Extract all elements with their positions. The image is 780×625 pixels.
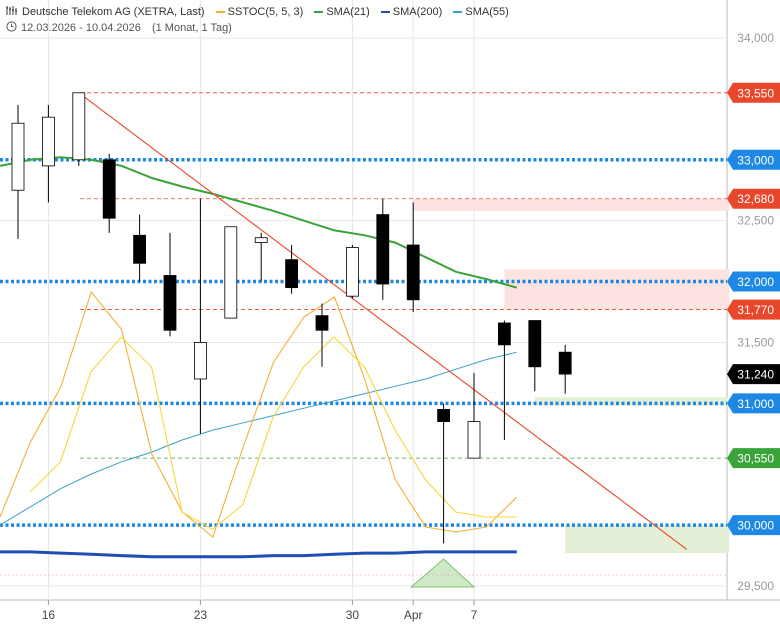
candle-body — [42, 116, 55, 167]
chart-legend: Deutsche Telekom AG (XETRA, Last) SSTOC(… — [6, 5, 509, 19]
level-label: 33,000 — [737, 153, 774, 167]
level-label-box — [727, 448, 780, 469]
legend-sstoc-label: SSTOC(5, 5, 3) — [227, 5, 304, 18]
legend-sma200-label: SMA(200) — [392, 5, 443, 18]
y-tick-label: 34,000 — [737, 31, 774, 45]
candle — [72, 92, 86, 166]
candle-body — [285, 259, 299, 289]
level-label: 33,550 — [737, 86, 774, 100]
x-tick-label: Apr — [404, 608, 423, 622]
sma200-line — [0, 550, 517, 559]
candle-body — [254, 237, 268, 243]
candle-body — [376, 214, 390, 285]
candle-body — [558, 351, 572, 375]
level-label: 30,000 — [737, 519, 774, 533]
candle — [133, 214, 147, 282]
legend-sma21-swatch — [314, 11, 324, 13]
level-label: 32,680 — [737, 192, 774, 206]
candle — [437, 403, 451, 544]
y-tick-label: 31,500 — [737, 335, 774, 349]
period-interval: (1 Monat, 1 Tag) — [151, 21, 232, 34]
sma21-line — [0, 156, 518, 289]
period-info: 12.03.2026 - 10.04.2026 (1 Monat, 1 Tag) — [6, 21, 232, 35]
support-zone — [534, 397, 730, 406]
support-zone — [565, 525, 730, 554]
level-label: 32,000 — [737, 275, 774, 289]
candle-body — [224, 226, 238, 319]
candle-body — [467, 421, 481, 459]
candle-body — [133, 234, 147, 264]
x-tick-label: 16 — [42, 608, 56, 622]
level-label: 31,240 — [737, 368, 774, 382]
chart-type-icon[interactable] — [6, 5, 18, 19]
legend-sma55-swatch — [453, 11, 463, 13]
x-tick-label: 7 — [471, 608, 478, 622]
candle-body — [72, 92, 86, 161]
legend-sstoc: SSTOC(5, 5, 3) — [215, 5, 304, 18]
level-label-box — [727, 515, 780, 536]
candle-body — [437, 409, 451, 422]
candle-body — [193, 342, 207, 380]
trendline — [78, 92, 688, 550]
candle — [285, 245, 299, 294]
period-range: 12.03.2026 - 10.04.2026 — [21, 21, 141, 34]
level-label-box — [727, 82, 780, 103]
candle — [315, 303, 329, 367]
level-label-box — [727, 364, 780, 385]
candle — [558, 344, 572, 394]
sma55-line — [0, 351, 517, 526]
level-label: 31,000 — [737, 397, 774, 411]
candle — [163, 232, 177, 337]
clock-icon — [6, 21, 17, 35]
sstoc-d-line — [29, 336, 517, 531]
candle-body — [528, 320, 542, 368]
y-tick-label: 29,500 — [737, 579, 774, 593]
candle — [102, 153, 116, 233]
level-label-box — [727, 149, 780, 170]
level-label-box — [727, 393, 780, 414]
candle — [406, 202, 420, 312]
legend-sma200-swatch — [380, 11, 390, 13]
y-tick-label: 32,500 — [737, 214, 774, 228]
level-label-box — [727, 299, 780, 320]
legend-sma200: SMA(200) — [380, 5, 443, 18]
legend-sstoc-swatch — [215, 11, 225, 13]
legend-sma55-label: SMA(55) — [465, 5, 509, 18]
candle — [42, 104, 55, 203]
level-label-box — [727, 271, 780, 292]
candle-body — [102, 159, 116, 219]
candle-body — [315, 315, 329, 331]
level-label: 30,550 — [737, 452, 774, 466]
candle — [345, 245, 359, 299]
candle — [193, 198, 207, 434]
legend-sma55: SMA(55) — [453, 5, 509, 18]
level-label: 31,770 — [737, 303, 774, 317]
candle — [376, 198, 390, 300]
legend-sma21-label: SMA(21) — [326, 5, 370, 18]
candle — [11, 104, 25, 239]
x-tick-label: 23 — [194, 608, 208, 622]
resistance-zone — [504, 269, 730, 310]
x-tick-label: 30 — [346, 608, 360, 622]
candle-body — [163, 275, 177, 331]
candle — [497, 320, 511, 440]
candle-body — [345, 247, 359, 297]
resistance-zone — [413, 198, 730, 211]
sstoc-k-line — [0, 290, 518, 538]
level-label-box — [727, 188, 780, 209]
legend-sma21: SMA(21) — [314, 5, 370, 18]
candle-body — [406, 244, 420, 301]
candle — [467, 372, 481, 459]
candle — [254, 232, 268, 282]
pattern-marker — [409, 558, 476, 588]
candle-body — [497, 322, 511, 346]
candle — [224, 226, 238, 319]
candle-body — [11, 122, 25, 191]
instrument-title: Deutsche Telekom AG (XETRA, Last) — [22, 5, 205, 18]
candle — [528, 320, 542, 392]
